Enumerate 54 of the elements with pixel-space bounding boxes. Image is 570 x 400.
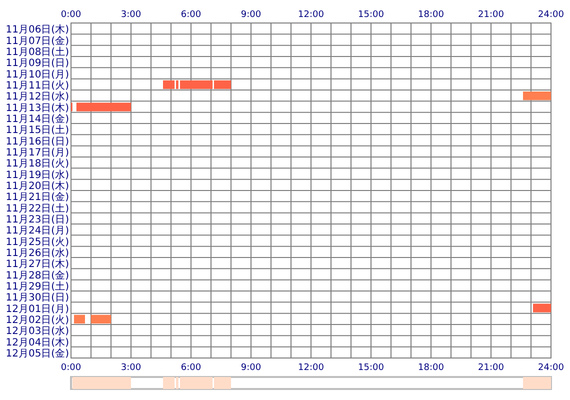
y-tick-label: 11月26日(水) (6, 246, 70, 259)
x2-tick-label: 18:00 (418, 10, 444, 20)
x2-tick-label: 6:00 (180, 10, 202, 20)
x-tick-label: 3:00 (120, 363, 142, 373)
bar (163, 80, 175, 89)
x-tick-label: 21:00 (478, 363, 504, 373)
x-tick-label: 9:00 (240, 363, 262, 373)
bar (91, 314, 111, 324)
y-tick-label: 11月19日(水) (6, 168, 70, 181)
x2-tick-label: 3:00 (120, 10, 142, 20)
y-tick-label: 11月17日(月) (6, 147, 70, 158)
y-tick-label: 11月15日(土) (6, 124, 70, 136)
y-tick-label: 11月18日(火) (6, 158, 70, 170)
bar (163, 377, 175, 389)
x-tick-label: 15:00 (358, 363, 384, 373)
y-tick-label: 11月30日(日) (6, 292, 70, 304)
y-tick-label: 11月29日(土) (6, 280, 70, 292)
y-tick-label: 11月21日(金) (6, 191, 70, 204)
y-tick-label: 11月14日(金) (6, 112, 70, 125)
y-tick-label: 11月24日(月) (6, 226, 70, 237)
x2-tick-label: 9:00 (240, 10, 262, 20)
y-tick-label: 11月27日(木) (6, 258, 70, 270)
y-tick-label: 11月11日(火) (6, 79, 70, 92)
bar (72, 377, 131, 389)
y-tick-label: 11月22日(土) (6, 202, 70, 214)
y-tick-label: 12月02日(火) (6, 314, 70, 326)
bar (533, 304, 551, 312)
y-tick-label: 11月20日(木) (6, 180, 70, 192)
y-tick-label: 11月08日(土) (6, 46, 70, 58)
y-tick-label: 11月09日(日) (6, 58, 70, 70)
x2-tick-label: 24:00 (538, 10, 564, 20)
y-tick-label: 11月23日(日) (6, 214, 70, 226)
bar (523, 377, 551, 389)
x2-tick-label: 12:00 (298, 10, 324, 20)
y-tick-label: 11月25日(火) (6, 236, 70, 248)
y-tick-label: 11月12日(水) (6, 90, 70, 103)
x-tick-label: 12:00 (298, 363, 324, 373)
y-tick-label: 11月06日(木) (6, 24, 70, 36)
y-tick-label: 11月16日(日) (6, 136, 70, 148)
y-tick-label: 12月04日(木) (6, 336, 70, 348)
x2-tick-label: 0:00 (60, 10, 82, 20)
y-tick-label: 11月13日(木) (6, 102, 70, 114)
y-tick-label: 12月05日(金) (6, 347, 70, 360)
x2-tick-label: 15:00 (358, 10, 384, 20)
x-tick-label: 6:00 (180, 363, 202, 373)
y-tick-label: 12月01日(月) (6, 304, 70, 315)
x-tick-label: 18:00 (418, 363, 444, 373)
y-tick-label: 12月03日(水) (6, 325, 70, 338)
y-tick-label: 11月10日(月) (6, 69, 70, 80)
y-tick-label: 11月07日(金) (6, 34, 70, 47)
x2-tick-label: 21:00 (478, 10, 504, 20)
x-tick-label: 24:00 (538, 363, 564, 373)
x-tick-label: 0:00 (60, 363, 82, 373)
y-tick-label: 11月28日(金) (6, 269, 70, 282)
